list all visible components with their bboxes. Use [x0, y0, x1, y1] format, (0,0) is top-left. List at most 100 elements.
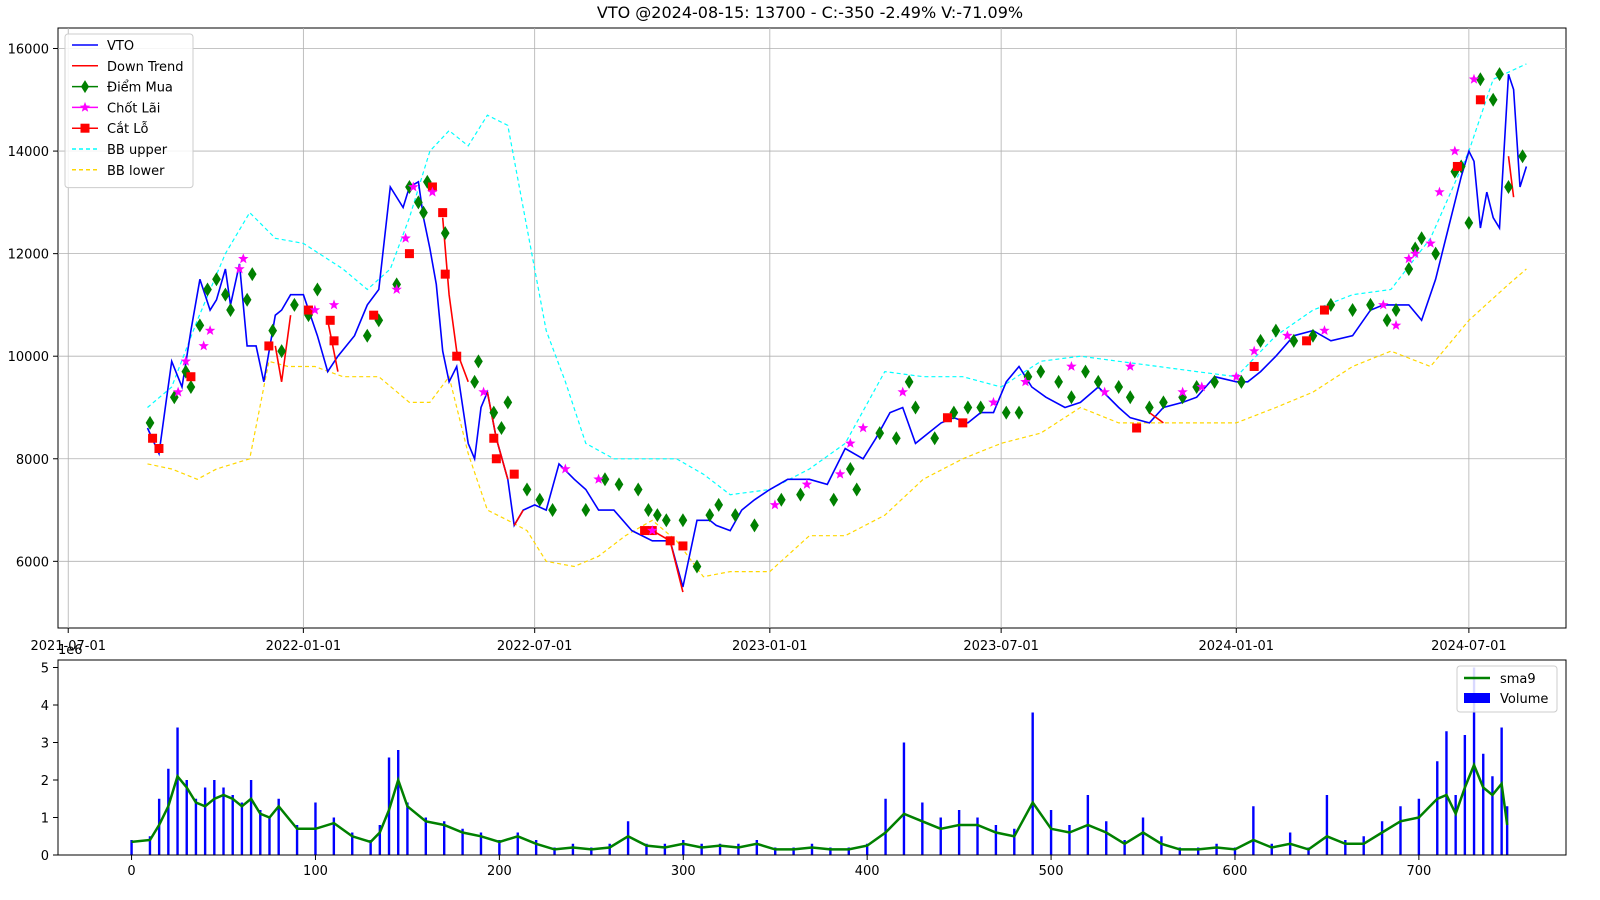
marker-diem-mua: [653, 508, 662, 523]
marker-diem-mua: [661, 513, 671, 528]
marker-diem-mua: [221, 287, 230, 302]
volume-bar: [1362, 836, 1365, 855]
volume-bar: [203, 787, 207, 855]
marker-diem-mua: [522, 482, 532, 497]
marker-diem-mua: [242, 292, 252, 307]
marker-cat-lo: [438, 208, 448, 218]
marker-diem-mua: [692, 559, 702, 574]
volume-bar: [1491, 776, 1494, 855]
marker-diem-mua: [226, 303, 235, 318]
series-line-down-trend: [1507, 156, 1515, 198]
price-bollinger-bands: [147, 63, 1527, 578]
volume-bar: [1417, 798, 1421, 855]
volume-y-tick-label: 3: [41, 737, 49, 752]
marker-chot-lai: [1177, 386, 1188, 397]
legend-label-down-trend: Down Trend: [107, 60, 184, 75]
price-x-tick-label: 2024-07-01: [1431, 639, 1507, 654]
marker-chot-lai: [1282, 330, 1293, 341]
legend-label-vto: VTO: [107, 39, 134, 54]
marker-chot-lai: [845, 437, 856, 448]
marker-chot-lai: [1449, 145, 1460, 156]
marker-diem-mua: [829, 492, 839, 507]
volume-bar: [939, 817, 942, 855]
marker-chot-lai: [988, 396, 999, 407]
marker-chot-lai: [1410, 248, 1421, 259]
marker-chot-lai: [400, 232, 411, 243]
series-line-vto: [146, 73, 1528, 588]
marker-diem-mua: [633, 482, 643, 497]
legend-label-chot-lai: Chốt Lãi: [107, 101, 160, 116]
volume-bar: [1482, 753, 1485, 855]
marker-diem-mua: [1271, 323, 1281, 338]
price-grid: [58, 28, 1566, 628]
marker-diem-mua: [268, 323, 278, 338]
price-x-tick-label: 2023-01-01: [732, 639, 808, 654]
legend-label-bb-upper: BB upper: [107, 143, 168, 158]
volume-bar: [1160, 836, 1163, 855]
marker-chot-lai: [204, 325, 216, 335]
volume-x-tick-label: 700: [1406, 864, 1431, 879]
volume-bar: [700, 843, 703, 855]
volume-y-tick-label: 2: [41, 774, 49, 789]
marker-diem-mua: [1014, 405, 1024, 420]
marker-chot-lai: [593, 473, 604, 484]
volume-bar: [994, 825, 998, 855]
marker-chot-lai: [1020, 376, 1031, 387]
volume-axes: 0 100 200 300 400 500 600 700 0 1 2 3 4 5 1e6: [41, 643, 1567, 879]
marker-chot-lai: [1378, 299, 1389, 310]
volume-bar: [1178, 847, 1182, 855]
volume-chart: 0 100 200 300 400 500 600 700 0 1 2 3 4 5 1e6 sma9 Volu…: [41, 643, 1567, 879]
volume-bar: [884, 798, 887, 855]
marker-cat-lo: [186, 372, 196, 382]
volume-sma-line: [131, 761, 1509, 851]
marker-chot-lai: [427, 186, 438, 197]
marker-diem-mua: [304, 308, 313, 323]
marker-chot-lai: [408, 181, 419, 192]
marker-chot-lai: [834, 468, 846, 479]
marker-cat-lo: [369, 310, 379, 320]
figure-title: VTO @2024-08-15: 13700 - C:-350 -2.49% V…: [597, 3, 1023, 22]
volume-bar: [626, 821, 630, 855]
marker-diem-mua: [1256, 333, 1265, 348]
marker-diem-mua: [1495, 67, 1504, 82]
volume-bar: [516, 832, 519, 855]
marker-cat-lo: [1475, 95, 1485, 105]
marker-cat-lo: [329, 336, 339, 346]
marker-diem-mua: [405, 179, 414, 194]
marker-diem-mua: [581, 503, 591, 518]
volume-bar: [1344, 840, 1347, 855]
marker-chot-lai: [1231, 371, 1242, 382]
marker-diem-mua: [440, 226, 450, 241]
price-markers: [145, 67, 1527, 574]
marker-chot-lai: [238, 253, 249, 264]
volume-bar: [1436, 761, 1439, 855]
volume-bar: [737, 843, 740, 855]
volume-bar: [1068, 825, 1071, 855]
volume-bar: [553, 847, 556, 855]
marker-diem-mua: [796, 487, 805, 502]
marker-diem-mua: [362, 328, 372, 343]
marker-cat-lo: [303, 305, 313, 315]
volume-bar: [1270, 843, 1273, 855]
marker-cat-lo: [1319, 305, 1329, 315]
volume-bar: [332, 817, 336, 855]
volume-bar: [810, 843, 814, 855]
volume-bar: [378, 825, 382, 855]
price-y-tick-label: 12000: [8, 248, 49, 263]
price-y-tick-label: 14000: [8, 145, 49, 160]
marker-diem-mua: [535, 492, 545, 507]
marker-cat-lo: [440, 269, 450, 279]
series-line-down-trend: [1148, 411, 1164, 424]
marker-diem-mua: [644, 503, 653, 518]
marker-diem-mua: [1159, 395, 1168, 410]
marker-chot-lai: [198, 340, 209, 351]
marker-diem-mua: [714, 497, 724, 512]
volume-y-tick-label: 0: [41, 849, 49, 864]
volume-bar: [534, 840, 538, 855]
volume-bar: [957, 810, 961, 855]
price-x-tick-label: 2022-01-01: [266, 639, 342, 654]
marker-diem-mua: [212, 272, 221, 287]
legend-label-sma9: sma9: [1500, 672, 1536, 687]
marker-diem-mua: [1093, 374, 1103, 389]
marker-diem-mua: [678, 513, 688, 528]
